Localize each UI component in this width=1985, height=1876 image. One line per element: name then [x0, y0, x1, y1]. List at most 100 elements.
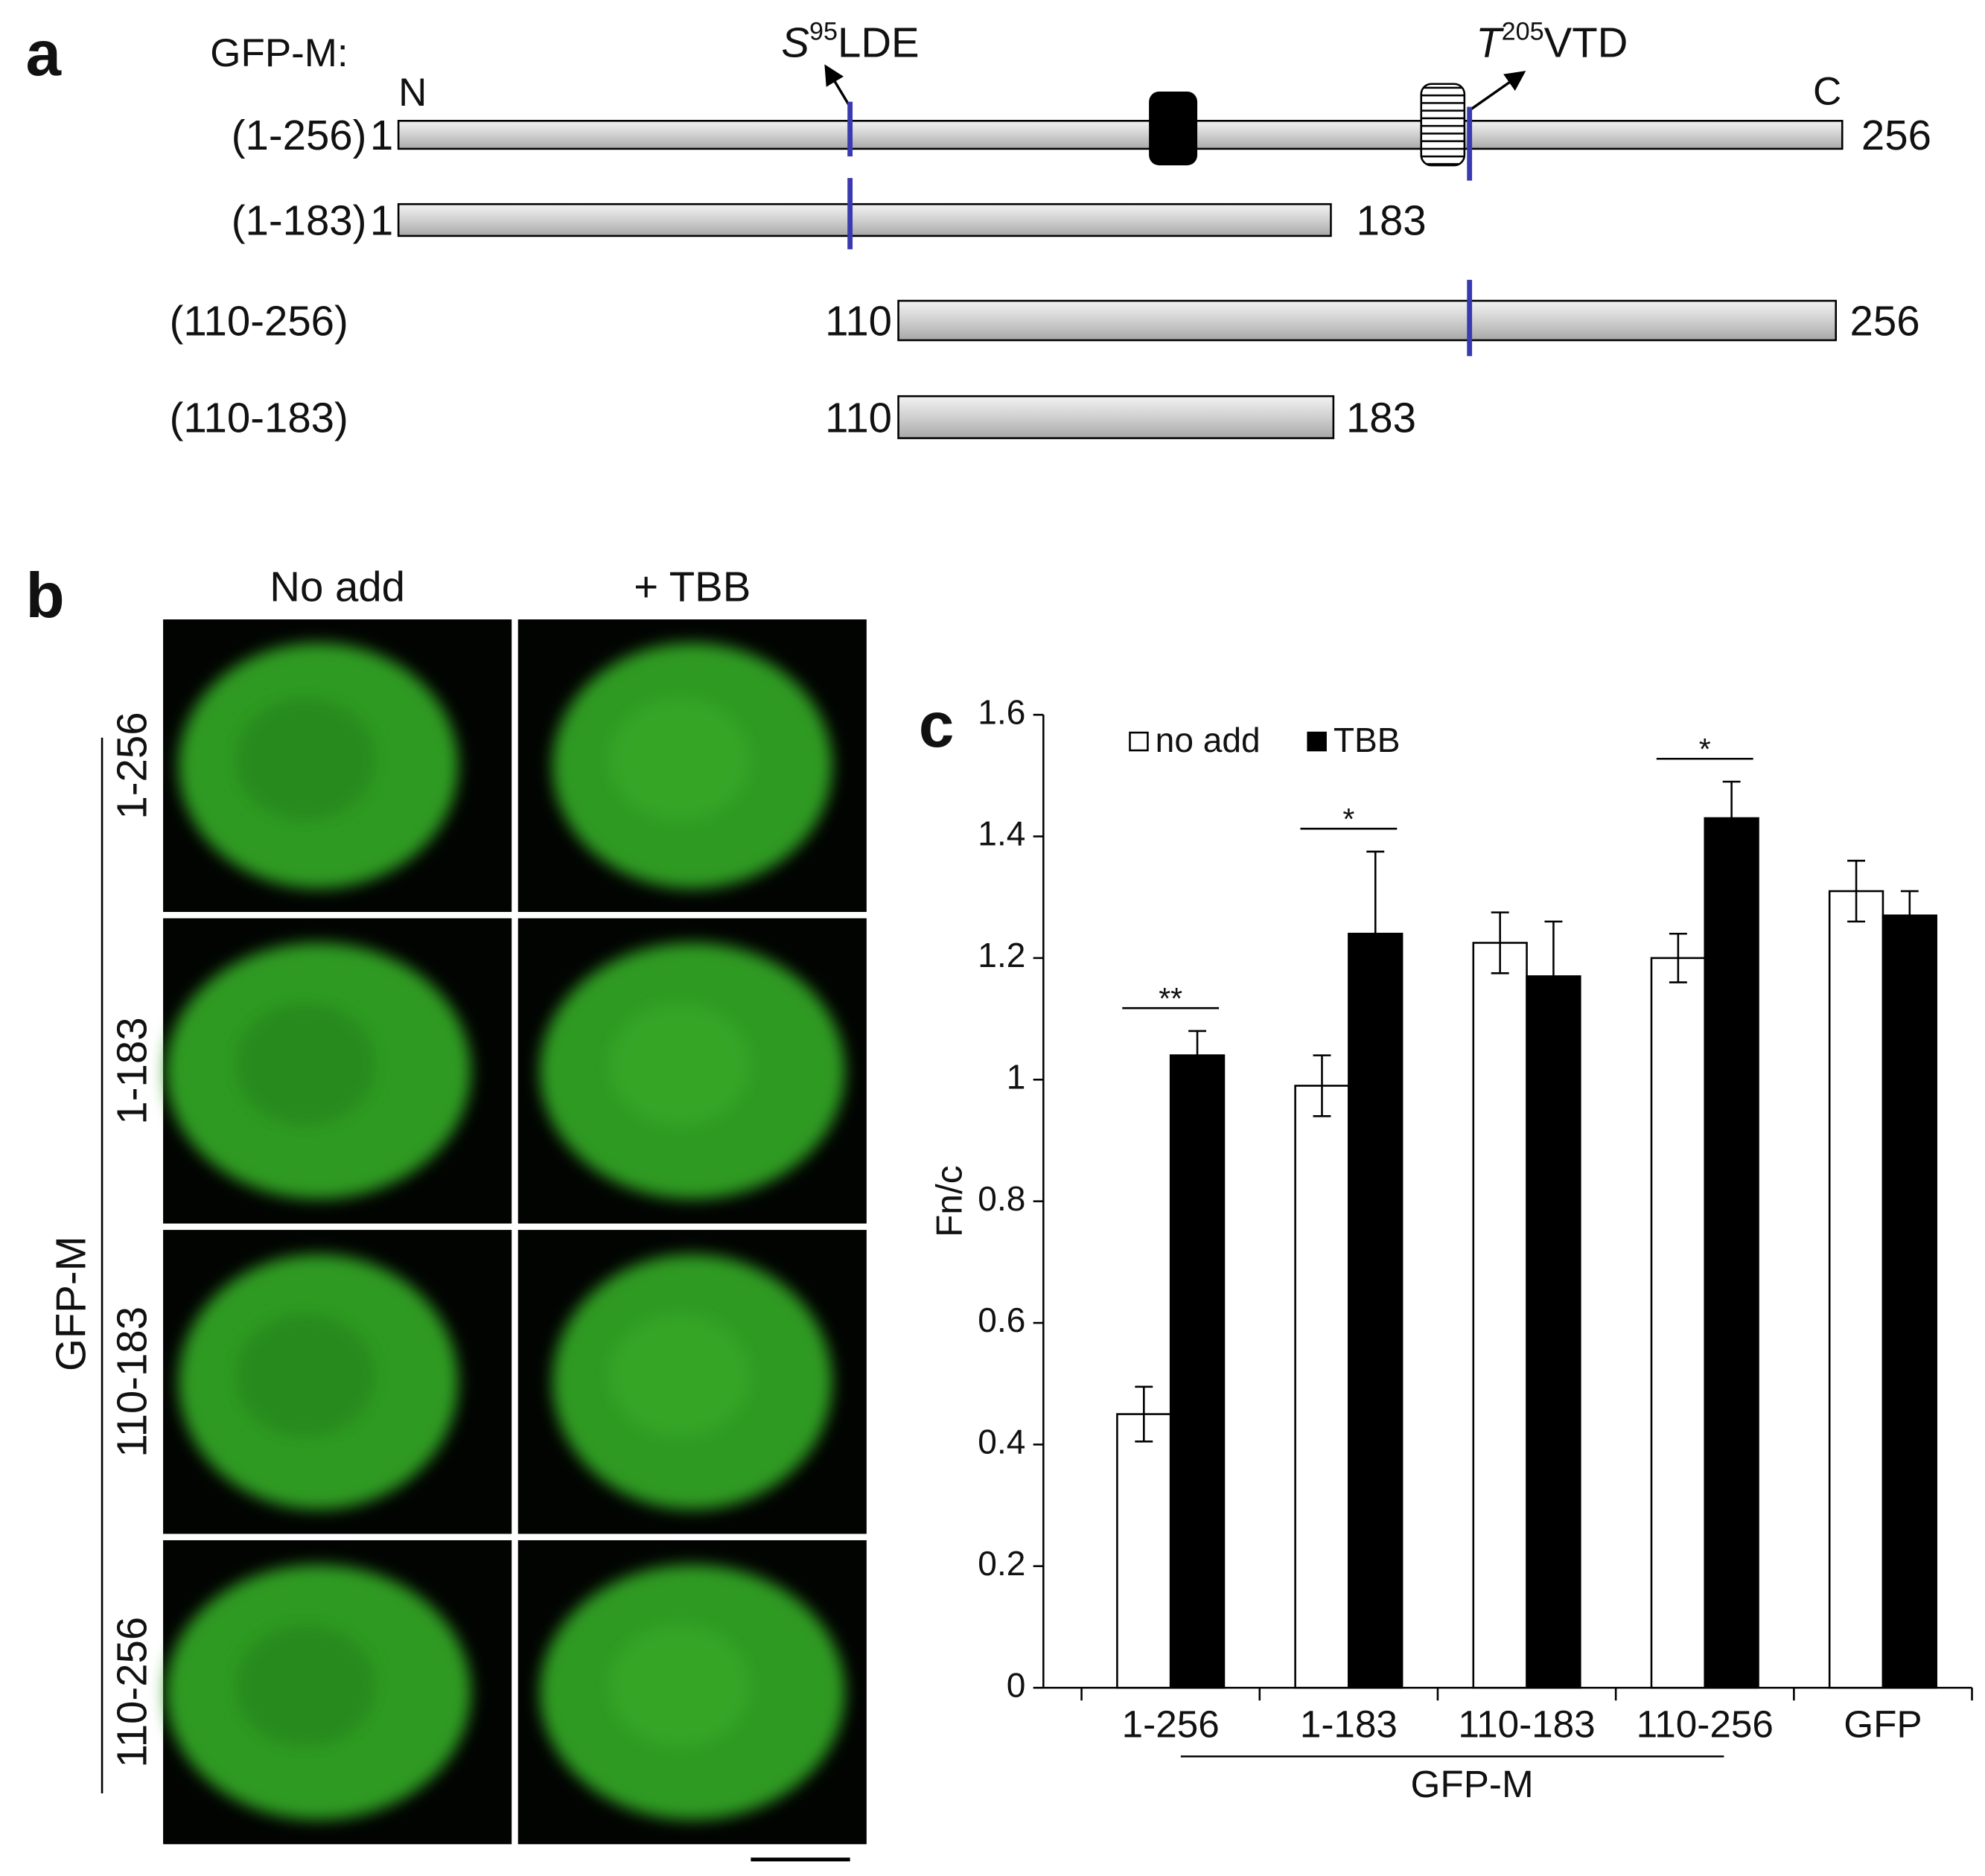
site-rest: VTD [1544, 19, 1628, 66]
panel-label: a [26, 19, 63, 89]
y-tick-label: 0.8 [978, 1179, 1025, 1218]
x-tick-label: 1-256 [1122, 1703, 1220, 1746]
site-arrow [824, 64, 852, 108]
nucleus [235, 1314, 376, 1437]
significance-label: * [1699, 732, 1711, 766]
nucleus [609, 1003, 750, 1126]
construct-bar [897, 395, 1335, 439]
site-superscript: 205 [1502, 17, 1544, 45]
bar [1294, 1085, 1350, 1689]
n-terminus-label: N [398, 71, 427, 115]
error-bar [1135, 1385, 1153, 1443]
construct-end: 256 [1861, 112, 1931, 159]
site-rest: LDE [838, 19, 920, 66]
error-bar [1491, 911, 1509, 974]
micrograph [163, 918, 512, 1224]
legend-swatch [1129, 731, 1149, 752]
nucleus [235, 1624, 376, 1747]
micrograph [517, 1540, 867, 1845]
y-tick-label: 0.4 [978, 1423, 1025, 1461]
construct-end: 183 [1357, 197, 1427, 244]
y-tick-label: 1.6 [978, 692, 1025, 731]
site-residue: T [1476, 19, 1504, 66]
hydrophobic-box [1420, 83, 1466, 167]
nucleus [235, 698, 376, 820]
error-bar [1366, 850, 1385, 934]
bar [1169, 1054, 1226, 1689]
construct-name: (1-183) [232, 197, 367, 244]
construct-start: 110 [825, 394, 892, 441]
nucleus [609, 1624, 750, 1747]
construct-bar [897, 299, 1837, 342]
nucleus [609, 698, 750, 820]
row-label: 1-183 [108, 1017, 155, 1124]
y-tick-label: 0.6 [978, 1301, 1025, 1339]
error-bar [1544, 920, 1563, 977]
y-tick-label: 1 [1007, 1057, 1026, 1096]
site-superscript: 95 [809, 17, 838, 45]
bar [1650, 957, 1707, 1689]
row-label: 110-183 [108, 1306, 155, 1458]
construct-start: 110 [825, 298, 892, 345]
nucleus [609, 1314, 750, 1437]
y-axis-label: Fn/c [928, 1165, 969, 1237]
site-label: T205VTD [1476, 17, 1628, 66]
error-bar [1188, 1030, 1207, 1056]
construct-title: GFP-M: [210, 31, 348, 75]
micrograph [163, 1540, 512, 1845]
x-tick-label: 1-183 [1300, 1703, 1398, 1746]
group-label: GFP-M [47, 1236, 94, 1371]
bar [1472, 942, 1528, 1689]
bar [1116, 1413, 1172, 1689]
group-label: GFP-M [1411, 1763, 1534, 1805]
panel-label: c [919, 690, 955, 761]
micrograph [163, 1230, 512, 1534]
construct-end: 183 [1346, 394, 1416, 441]
site-label: S95LDE [781, 17, 919, 66]
construct-end: 256 [1850, 298, 1920, 345]
y-tick-label: 0.2 [978, 1544, 1025, 1583]
legend-swatch [1307, 731, 1327, 752]
domain-box [1149, 92, 1198, 166]
y-tick-label: 1.4 [978, 814, 1025, 853]
construct-name: (110-256) [170, 298, 348, 345]
micrograph [517, 1230, 867, 1534]
x-tick-label: GFP [1844, 1703, 1922, 1746]
error-bar [1313, 1054, 1331, 1117]
construct-bar [397, 202, 1332, 237]
significance-label: ** [1159, 981, 1182, 1015]
c-terminus-label: C [1813, 69, 1841, 113]
error-bar [1900, 890, 1919, 916]
column-label: + TBB [634, 564, 751, 610]
column-label: No add [270, 564, 405, 610]
construct-bar [397, 120, 1844, 150]
micrograph [163, 619, 512, 912]
error-bar [1847, 859, 1866, 923]
micrograph [517, 619, 867, 912]
y-tick-label: 0 [1007, 1665, 1026, 1704]
row-label: 110-256 [108, 1617, 155, 1768]
construct-start: 1 [370, 197, 393, 244]
nucleus [235, 1003, 376, 1126]
construct-start: 1 [370, 112, 393, 159]
micrograph [517, 918, 867, 1224]
y-tick-label: 1.2 [978, 936, 1025, 974]
panel-label: b [26, 561, 65, 631]
construct-name: (110-183) [170, 394, 348, 441]
legend-label: no add [1156, 721, 1261, 759]
error-bar [1669, 932, 1687, 983]
error-bar [1722, 780, 1741, 819]
x-tick-label: 110-183 [1458, 1703, 1595, 1746]
bar [1828, 890, 1884, 1689]
site-residue: S [781, 19, 809, 66]
bar [1882, 914, 1937, 1689]
bar [1348, 932, 1403, 1689]
row-label: 1-256 [108, 712, 155, 819]
significance-label: * [1342, 802, 1354, 836]
construct-name: (1-256) [232, 112, 367, 159]
legend-label: TBB [1334, 721, 1401, 759]
bar [1526, 975, 1581, 1689]
site-arrow [1470, 71, 1526, 111]
